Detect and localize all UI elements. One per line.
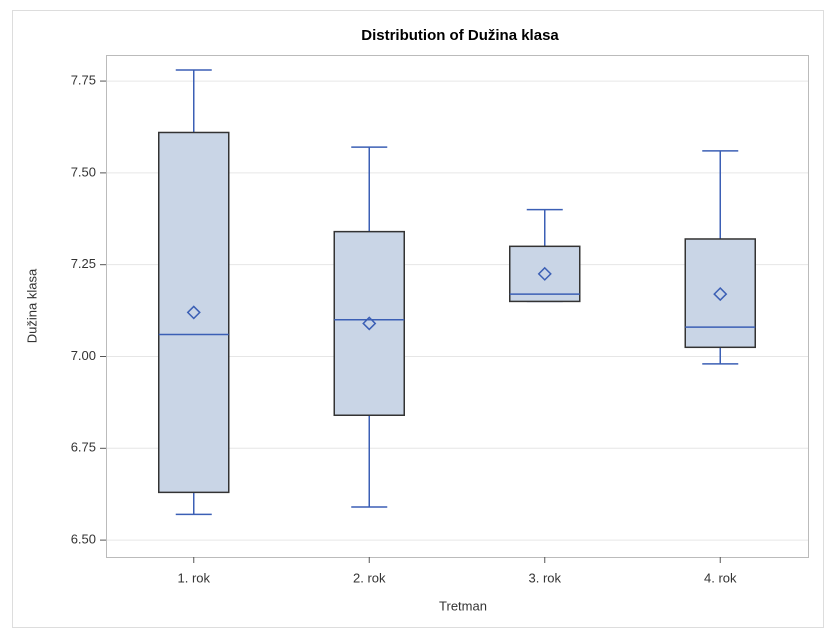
x-tick-label: 1. rok — [177, 570, 210, 585]
box — [684, 238, 756, 349]
mean-marker — [186, 305, 201, 320]
y-tick-label: 7.00 — [71, 348, 96, 363]
x-tick-label: 2. rok — [353, 570, 386, 585]
y-tick-label: 6.50 — [71, 532, 96, 547]
box — [333, 230, 405, 417]
chart-title: Distribution of Dužina klasa — [361, 27, 559, 44]
box — [158, 131, 230, 494]
y-tick-label: 7.25 — [71, 256, 96, 271]
y-tick-label: 7.50 — [71, 164, 96, 179]
box — [509, 245, 581, 303]
x-tick-label: 4. rok — [704, 570, 737, 585]
mean-marker — [713, 287, 728, 302]
y-axis-label: Dužina klasa — [24, 268, 39, 343]
mean-marker — [362, 316, 377, 331]
y-tick-label: 7.75 — [71, 73, 96, 88]
x-tick-label: 3. rok — [528, 570, 561, 585]
x-axis-label: Tretman — [439, 598, 487, 613]
y-tick-label: 6.75 — [71, 440, 96, 455]
mean-marker — [537, 266, 552, 281]
plot-area — [106, 55, 809, 558]
